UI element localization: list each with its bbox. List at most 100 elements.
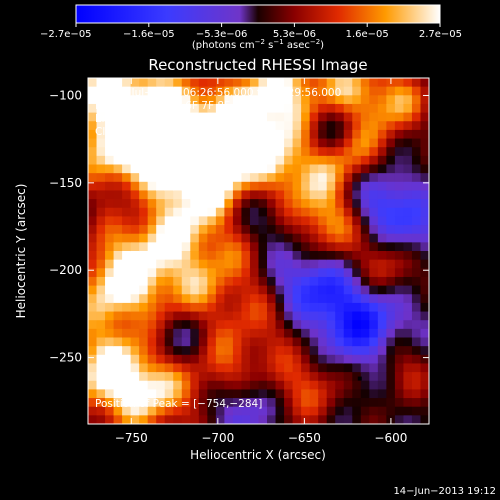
heatmap-cell <box>343 138 353 148</box>
heatmap-cell <box>292 372 302 382</box>
heatmap-cell <box>267 337 277 347</box>
heatmap-cell <box>156 380 166 390</box>
heatmap-cell <box>309 363 319 373</box>
heatmap-cell <box>343 406 353 416</box>
heatmap-cell <box>411 406 422 416</box>
heatmap-cell <box>318 155 328 166</box>
heatmap-cell <box>267 121 277 131</box>
heatmap-cell <box>224 181 234 192</box>
heatmap-cell <box>215 372 226 382</box>
heatmap-cell <box>88 276 98 287</box>
heatmap-cell <box>207 103 217 114</box>
heatmap-cell <box>105 311 115 321</box>
heatmap-cell <box>207 216 217 226</box>
heatmap-cell <box>105 406 115 416</box>
heatmap-cell <box>301 233 311 243</box>
heatmap-cell <box>105 276 115 287</box>
heatmap-cell <box>309 268 319 278</box>
y-tick-label: −150 <box>49 176 82 190</box>
heatmap-cell <box>164 103 174 114</box>
heatmap-cell <box>105 259 115 269</box>
heatmap-cell <box>267 311 277 321</box>
heatmap-cell <box>267 129 277 140</box>
heatmap-cell <box>249 147 260 157</box>
heatmap-cell <box>249 86 260 96</box>
heatmap-cell <box>275 276 285 287</box>
heatmap-cell <box>96 415 106 424</box>
colorbar <box>76 5 440 23</box>
heatmap-cell <box>377 242 387 252</box>
heatmap-cell <box>190 302 200 313</box>
heatmap-cell <box>275 328 285 339</box>
heatmap-cell <box>241 320 251 330</box>
heatmap-cell <box>173 415 183 424</box>
heatmap-cell <box>292 337 302 347</box>
heatmap-cell <box>122 112 132 122</box>
heatmap-cell <box>394 363 405 373</box>
heatmap-cell <box>403 311 413 321</box>
heatmap-cell <box>292 173 302 183</box>
heatmap-cell <box>352 78 362 88</box>
heatmap-cell <box>181 112 191 122</box>
heatmap-cell <box>207 311 217 321</box>
heatmap-cell <box>96 95 106 105</box>
heatmap-cell <box>224 320 234 330</box>
heatmap-cell <box>96 225 106 235</box>
heatmap-cell <box>275 268 285 278</box>
heatmap-cell <box>292 216 302 226</box>
heatmap-cell <box>215 86 226 96</box>
heatmap-cell <box>156 112 166 122</box>
heatmap-cell <box>309 199 319 209</box>
heatmap-cell <box>113 302 123 313</box>
heatmap-cell <box>130 346 140 356</box>
heatmap-cell <box>258 164 268 174</box>
heatmap-cell <box>139 389 149 399</box>
heatmap-cell <box>403 147 413 157</box>
heatmap-cell <box>352 320 362 330</box>
heatmap-cell <box>284 380 294 390</box>
heatmap-cell <box>267 86 277 96</box>
heatmap-cell <box>343 121 353 131</box>
heatmap-cell <box>318 311 328 321</box>
heatmap-cell <box>190 86 200 96</box>
heatmap-cell <box>267 276 277 287</box>
heatmap-cell <box>122 138 132 148</box>
heatmap-cell <box>190 259 200 269</box>
heatmap-cell <box>352 406 362 416</box>
heatmap-cell <box>318 147 328 157</box>
heatmap-cell <box>156 337 166 347</box>
heatmap-cell <box>403 233 413 243</box>
heatmap-cell <box>411 251 422 261</box>
heatmap-cell <box>360 103 370 114</box>
heatmap-cell <box>309 354 319 365</box>
heatmap-cell <box>420 112 429 122</box>
heatmap-cell <box>164 337 174 347</box>
heatmap-cell <box>156 121 166 131</box>
heatmap-cell <box>301 147 311 157</box>
heatmap-cell <box>164 216 174 226</box>
heatmap-cell <box>105 380 115 390</box>
heatmap-cell <box>130 328 140 339</box>
heatmap-cell <box>173 155 183 166</box>
heatmap-cell <box>181 398 191 408</box>
heatmap-cell <box>224 311 234 321</box>
heatmap-cell <box>96 363 106 373</box>
heatmap-cell <box>275 155 285 166</box>
heatmap-cell <box>386 372 396 382</box>
heatmap-cell <box>224 337 234 347</box>
heatmap-cell <box>249 380 260 390</box>
heatmap-cell <box>113 398 123 408</box>
heatmap-cell <box>164 285 174 295</box>
heatmap-cell <box>386 103 396 114</box>
heatmap-cell <box>284 276 294 287</box>
heatmap-cell <box>173 398 183 408</box>
heatmap-cell <box>275 112 285 122</box>
heatmap-cell <box>139 112 149 122</box>
heatmap-cell <box>318 337 328 347</box>
heatmap-cell <box>267 138 277 148</box>
heatmap-cell <box>309 276 319 287</box>
heatmap-cell <box>139 216 149 226</box>
heatmap-cell <box>369 129 379 140</box>
heatmap-cell <box>181 173 191 183</box>
heatmap-cell <box>411 320 422 330</box>
